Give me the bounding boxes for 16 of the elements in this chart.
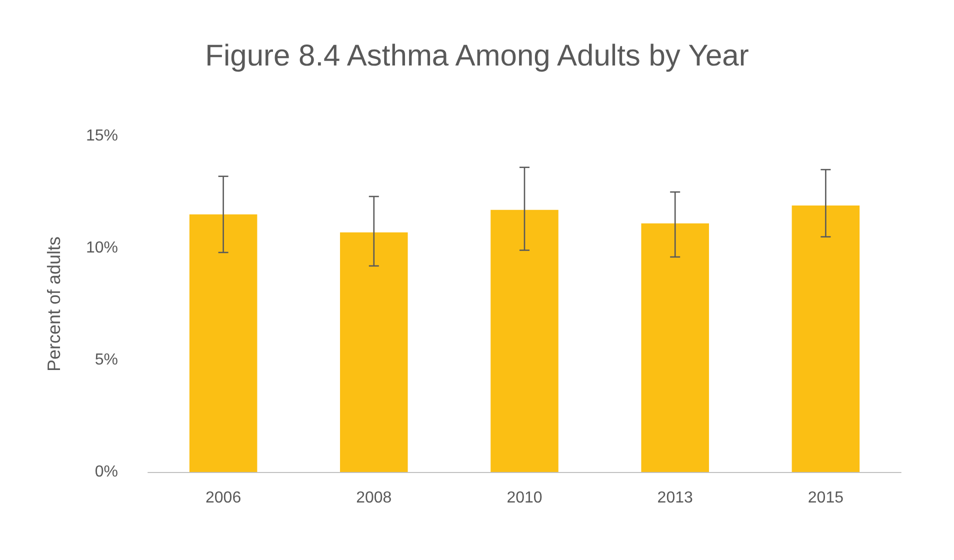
y-tick-label: 0% xyxy=(94,464,118,480)
x-tick-label: 2008 xyxy=(356,490,392,506)
bar xyxy=(340,232,408,472)
y-tick-label: 15% xyxy=(86,128,118,144)
bar xyxy=(641,223,709,472)
y-tick-label: 10% xyxy=(86,240,118,256)
bar xyxy=(189,214,258,472)
bar xyxy=(490,210,558,472)
x-tick-label: 2010 xyxy=(506,490,542,506)
y-tick-label: 5% xyxy=(94,352,118,368)
bar xyxy=(792,205,860,472)
chart-title: Figure 8.4 Asthma Among Adults by Year xyxy=(205,40,749,72)
y-axis-title: Percent of adults xyxy=(44,236,64,372)
x-tick-label: 2006 xyxy=(206,490,242,506)
x-tick-label: 2013 xyxy=(657,490,693,506)
x-tick-label: 2015 xyxy=(808,490,844,506)
